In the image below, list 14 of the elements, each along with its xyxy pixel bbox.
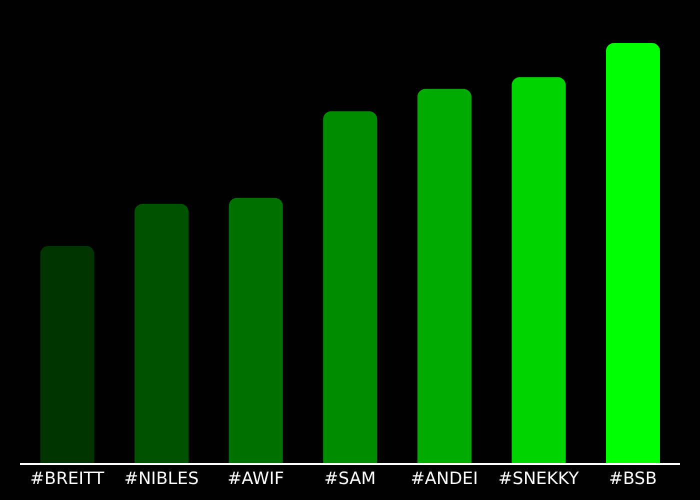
bar [40, 246, 94, 464]
bar [512, 77, 566, 464]
x-tick-label: #AWIF [227, 469, 284, 490]
bar [323, 111, 378, 464]
bar [606, 43, 660, 464]
bar [228, 198, 283, 464]
x-tick-label: #SNEKKY [498, 469, 580, 490]
x-tick-label: #SAM [324, 469, 376, 490]
bar [134, 204, 189, 464]
x-tick-label: #BREITT [30, 469, 105, 490]
bar [417, 88, 472, 464]
x-tick-label: #BSB [608, 469, 657, 490]
x-tick-label: #ANDEI [410, 469, 478, 490]
x-tick-label: #NIBLES [124, 469, 199, 490]
